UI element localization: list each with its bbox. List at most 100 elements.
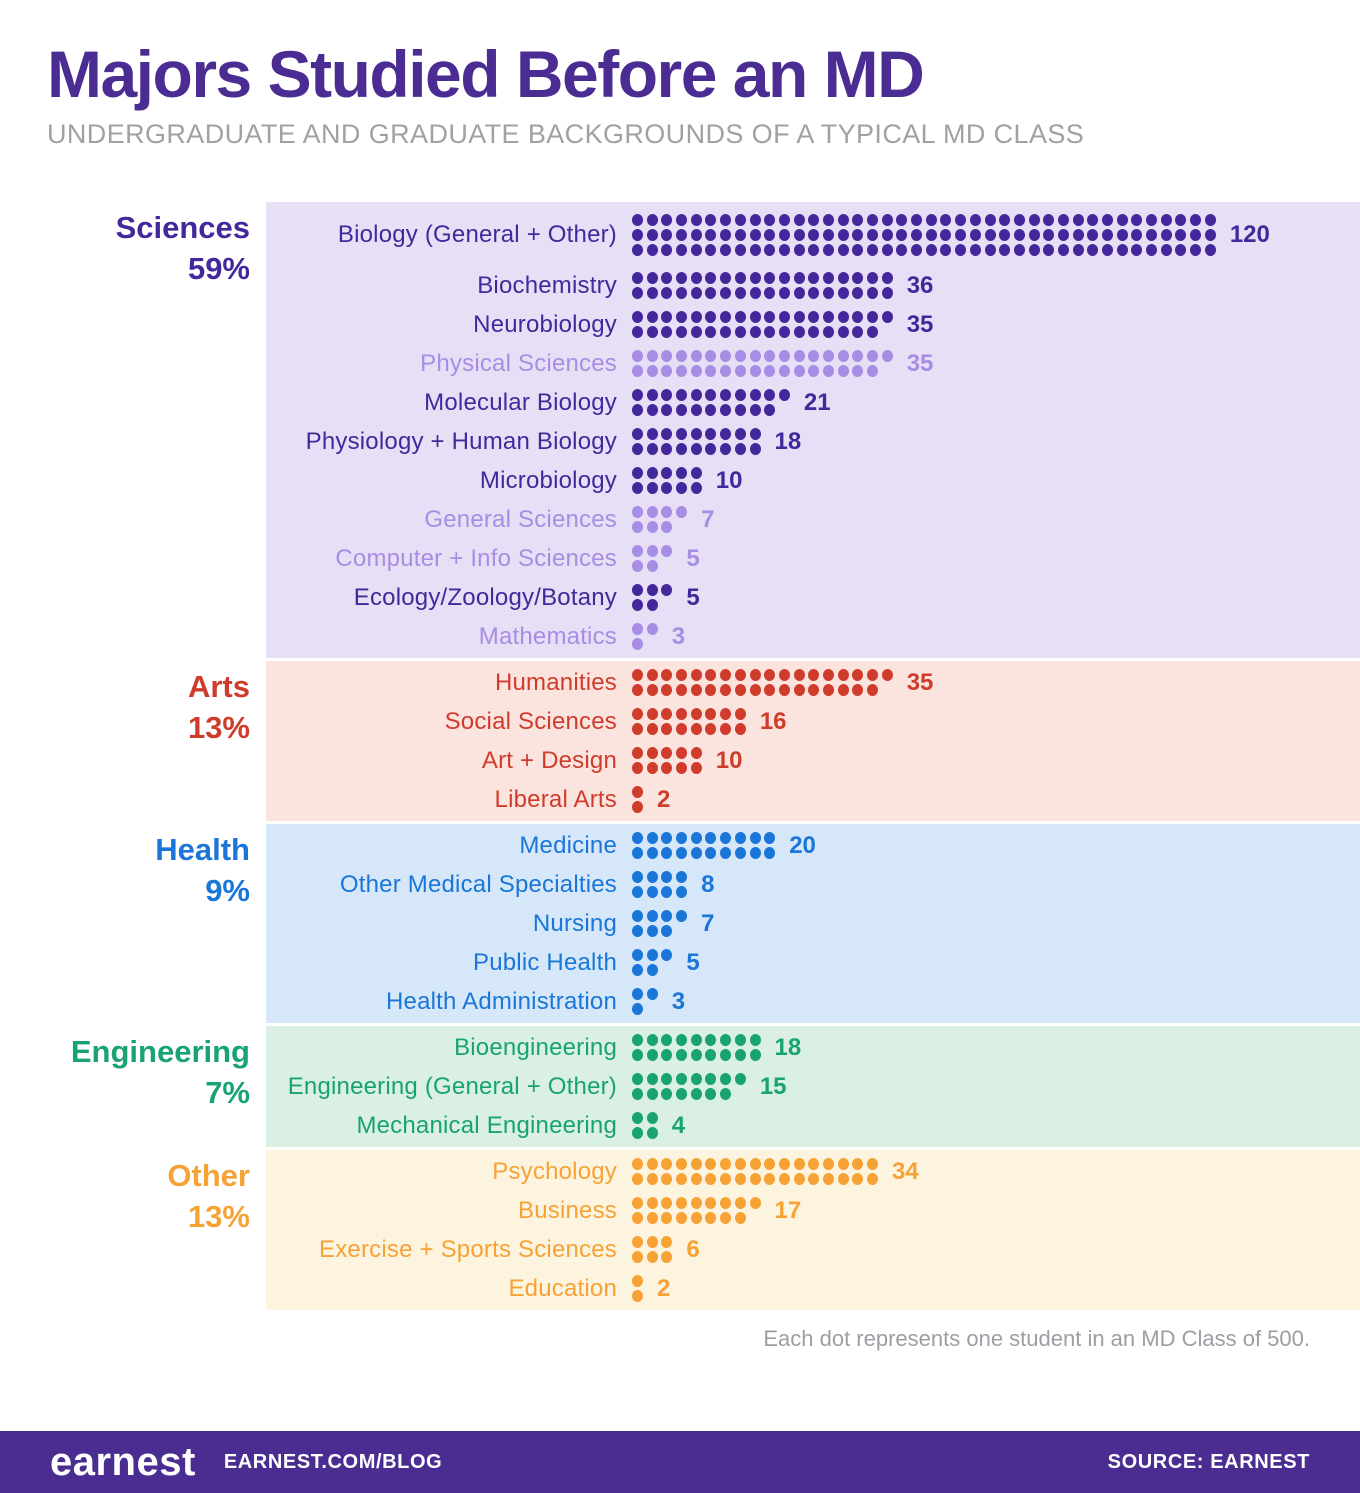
student-dot: [676, 1158, 688, 1171]
dot-row: [632, 847, 776, 860]
student-dot: [690, 1212, 702, 1225]
student-dot: [911, 214, 923, 227]
major-row: Social Sciences 16: [266, 702, 1360, 741]
student-dot: [720, 428, 732, 441]
student-dot: [984, 214, 996, 227]
student-dot: [1116, 244, 1128, 257]
dot-row: [632, 1173, 878, 1186]
student-dot: [749, 1158, 761, 1171]
earnest-logo: earnest: [50, 1440, 196, 1484]
student-dot: [646, 708, 658, 721]
student-dot: [646, 1073, 658, 1086]
student-dot: [632, 669, 643, 682]
source-credit: SOURCE: EARNEST: [1107, 1450, 1310, 1473]
student-dot: [852, 1173, 864, 1186]
student-dot: [632, 1034, 643, 1047]
student-dot: [1175, 229, 1187, 242]
dot-row: [632, 669, 893, 682]
chart-footnote: Each dot represents one student in an MD…: [763, 1326, 1310, 1352]
student-dot: [808, 311, 820, 324]
student-dot: [1087, 244, 1099, 257]
student-dot: [690, 747, 702, 760]
student-dot: [632, 832, 643, 845]
major-row: Psychology 34: [266, 1152, 1360, 1191]
student-dot: [646, 747, 658, 760]
student-dot: [749, 389, 761, 402]
dot-row: [632, 886, 688, 899]
student-dot: [734, 326, 746, 339]
student-dot: [1013, 229, 1025, 242]
student-dot: [661, 272, 673, 285]
student-dot: [676, 762, 688, 775]
student-dot: [661, 350, 673, 363]
student-dot: [632, 964, 643, 977]
student-dot: [969, 214, 981, 227]
dot-row: [632, 638, 658, 651]
student-dot: [764, 229, 776, 242]
major-label: Exercise + Sports Sciences: [319, 1235, 617, 1263]
student-dot: [749, 428, 761, 441]
major-label: Liberal Arts: [494, 785, 617, 813]
section-arts: Arts 13% Humanities 35 Social Sciences 16 Art …: [0, 661, 1360, 822]
student-dot: [749, 350, 761, 363]
student-dot: [808, 272, 820, 285]
category-panel: Humanities 35 Social Sciences 16 Art + Desig…: [266, 661, 1360, 822]
student-dot: [867, 326, 878, 339]
student-dot: [632, 482, 643, 495]
student-dot: [705, 365, 717, 378]
dot-row: [632, 623, 658, 636]
student-dot: [1146, 244, 1158, 257]
student-dot: [925, 229, 937, 242]
major-label: Engineering (General + Other): [287, 1072, 617, 1100]
student-dot: [1043, 229, 1055, 242]
student-dot: [720, 350, 732, 363]
student-dot: [661, 389, 673, 402]
student-dot: [852, 326, 864, 339]
student-dot: [676, 482, 688, 495]
student-dot: [778, 311, 790, 324]
dot-grid: [632, 949, 673, 977]
major-label: Nursing: [532, 909, 617, 937]
student-dot: [734, 443, 746, 456]
student-dot: [778, 326, 790, 339]
student-dot: [646, 1236, 658, 1249]
major-label: Humanities: [494, 668, 617, 696]
student-dot: [1057, 244, 1069, 257]
student-dot: [632, 229, 643, 242]
student-dot: [646, 1251, 658, 1264]
category-label: Arts: [187, 669, 250, 705]
student-dot: [661, 871, 673, 884]
student-dot: [690, 389, 702, 402]
student-dot: [632, 623, 643, 636]
student-dot: [852, 684, 864, 697]
major-label: Art + Design: [481, 746, 617, 774]
student-dot: [705, 832, 717, 845]
student-dot: [720, 443, 732, 456]
major-row: Biology (General + Other) 120: [266, 204, 1360, 266]
student-dot: [690, 244, 702, 257]
student-dot: [734, 214, 746, 227]
dot-row: [632, 428, 761, 441]
student-dot: [705, 1197, 717, 1210]
dot-row: [632, 723, 746, 736]
dot-grid: [632, 1197, 761, 1225]
student-dot: [661, 1049, 673, 1062]
major-count: 6: [686, 1235, 700, 1263]
student-dot: [822, 311, 834, 324]
dot-row: [632, 949, 673, 962]
student-dot: [720, 404, 732, 417]
student-dot: [705, 404, 717, 417]
student-dot: [646, 623, 658, 636]
student-dot: [955, 244, 967, 257]
student-dot: [793, 311, 805, 324]
student-dot: [1131, 214, 1143, 227]
student-dot: [690, 350, 702, 363]
dot-row: [632, 287, 893, 300]
student-dot: [646, 832, 658, 845]
student-dot: [661, 669, 673, 682]
student-dot: [646, 560, 658, 573]
dot-grid: [632, 1073, 746, 1101]
page-title: Majors Studied Before an MD: [47, 37, 925, 111]
dot-row: [632, 326, 893, 339]
student-dot: [646, 1088, 658, 1101]
